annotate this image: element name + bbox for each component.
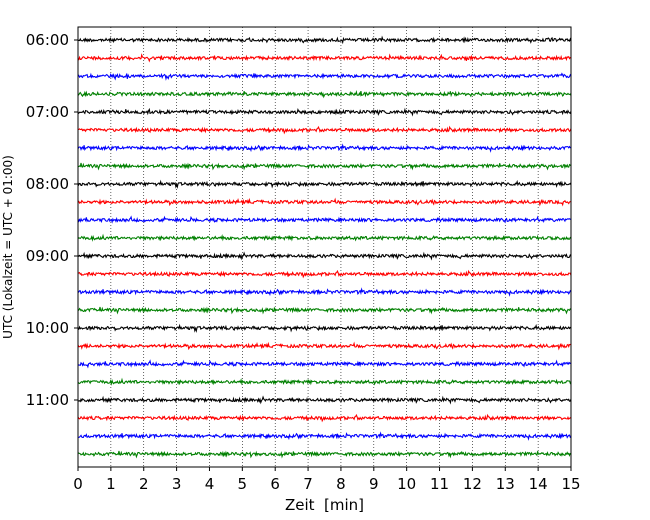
trace-line [77,377,572,386]
x-tick-label: 6 [270,475,280,493]
y-tick-label: 07:00 [26,103,69,121]
x-tick-label: 3 [172,475,182,493]
trace-line [77,413,572,423]
y-tick-label: 11:00 [26,391,69,409]
x-tick-label: 5 [238,475,248,493]
y-axis: 06:00 07:00 08:00 09:00 10:00 11:00 [26,31,78,409]
trace-line [77,431,572,441]
traces [77,35,572,459]
trace-line [77,143,572,153]
x-tick-label: 4 [205,475,215,493]
trace-line [77,251,572,261]
trace-line [77,450,572,459]
x-tick-label: 14 [529,475,548,493]
x-tick-label: 13 [496,475,515,493]
trace-line [77,215,572,224]
trace-line [77,306,572,315]
grid [110,27,539,467]
plot-area [78,27,571,467]
trace-line [77,90,572,99]
x-tick-label: 12 [463,475,482,493]
y-tick-label: 08:00 [26,175,69,193]
x-tick-label: 2 [139,475,149,493]
trace-line [77,125,572,135]
y-tick-label: 06:00 [26,31,69,49]
trace-line [77,35,572,45]
trace-line [77,233,572,242]
y-tick-label: 09:00 [26,247,69,265]
trace-line [77,179,572,189]
x-axis: 0 1 2 3 4 5 6 7 8 9 10 11 12 13 14 15 [73,467,581,493]
x-tick-label: 8 [336,475,346,493]
y-tick-label: 10:00 [26,319,69,337]
trace-line [77,395,572,405]
y-axis-label: UTC (Lokalzeit = UTC + 01:00) [1,155,15,339]
x-axis-label: Zeit [min] [285,496,364,514]
x-tick-label: 1 [106,475,116,493]
x-tick-label: 10 [397,475,416,493]
x-tick-label: 9 [369,475,379,493]
x-tick-label: 15 [561,475,580,493]
plot-frame [77,26,572,468]
trace-line [77,287,572,297]
trace-line [77,269,572,279]
trace-line [77,341,572,351]
x-tick-label: 11 [430,475,449,493]
trace-line [77,359,572,369]
trace-line [77,197,572,207]
trace-line [77,72,572,81]
x-tick-label: 0 [73,475,83,493]
trace-line [77,107,572,117]
trace-line [77,53,572,63]
x-tick-label: 7 [303,475,313,493]
trace-line [77,162,572,171]
trace-line [77,323,572,333]
